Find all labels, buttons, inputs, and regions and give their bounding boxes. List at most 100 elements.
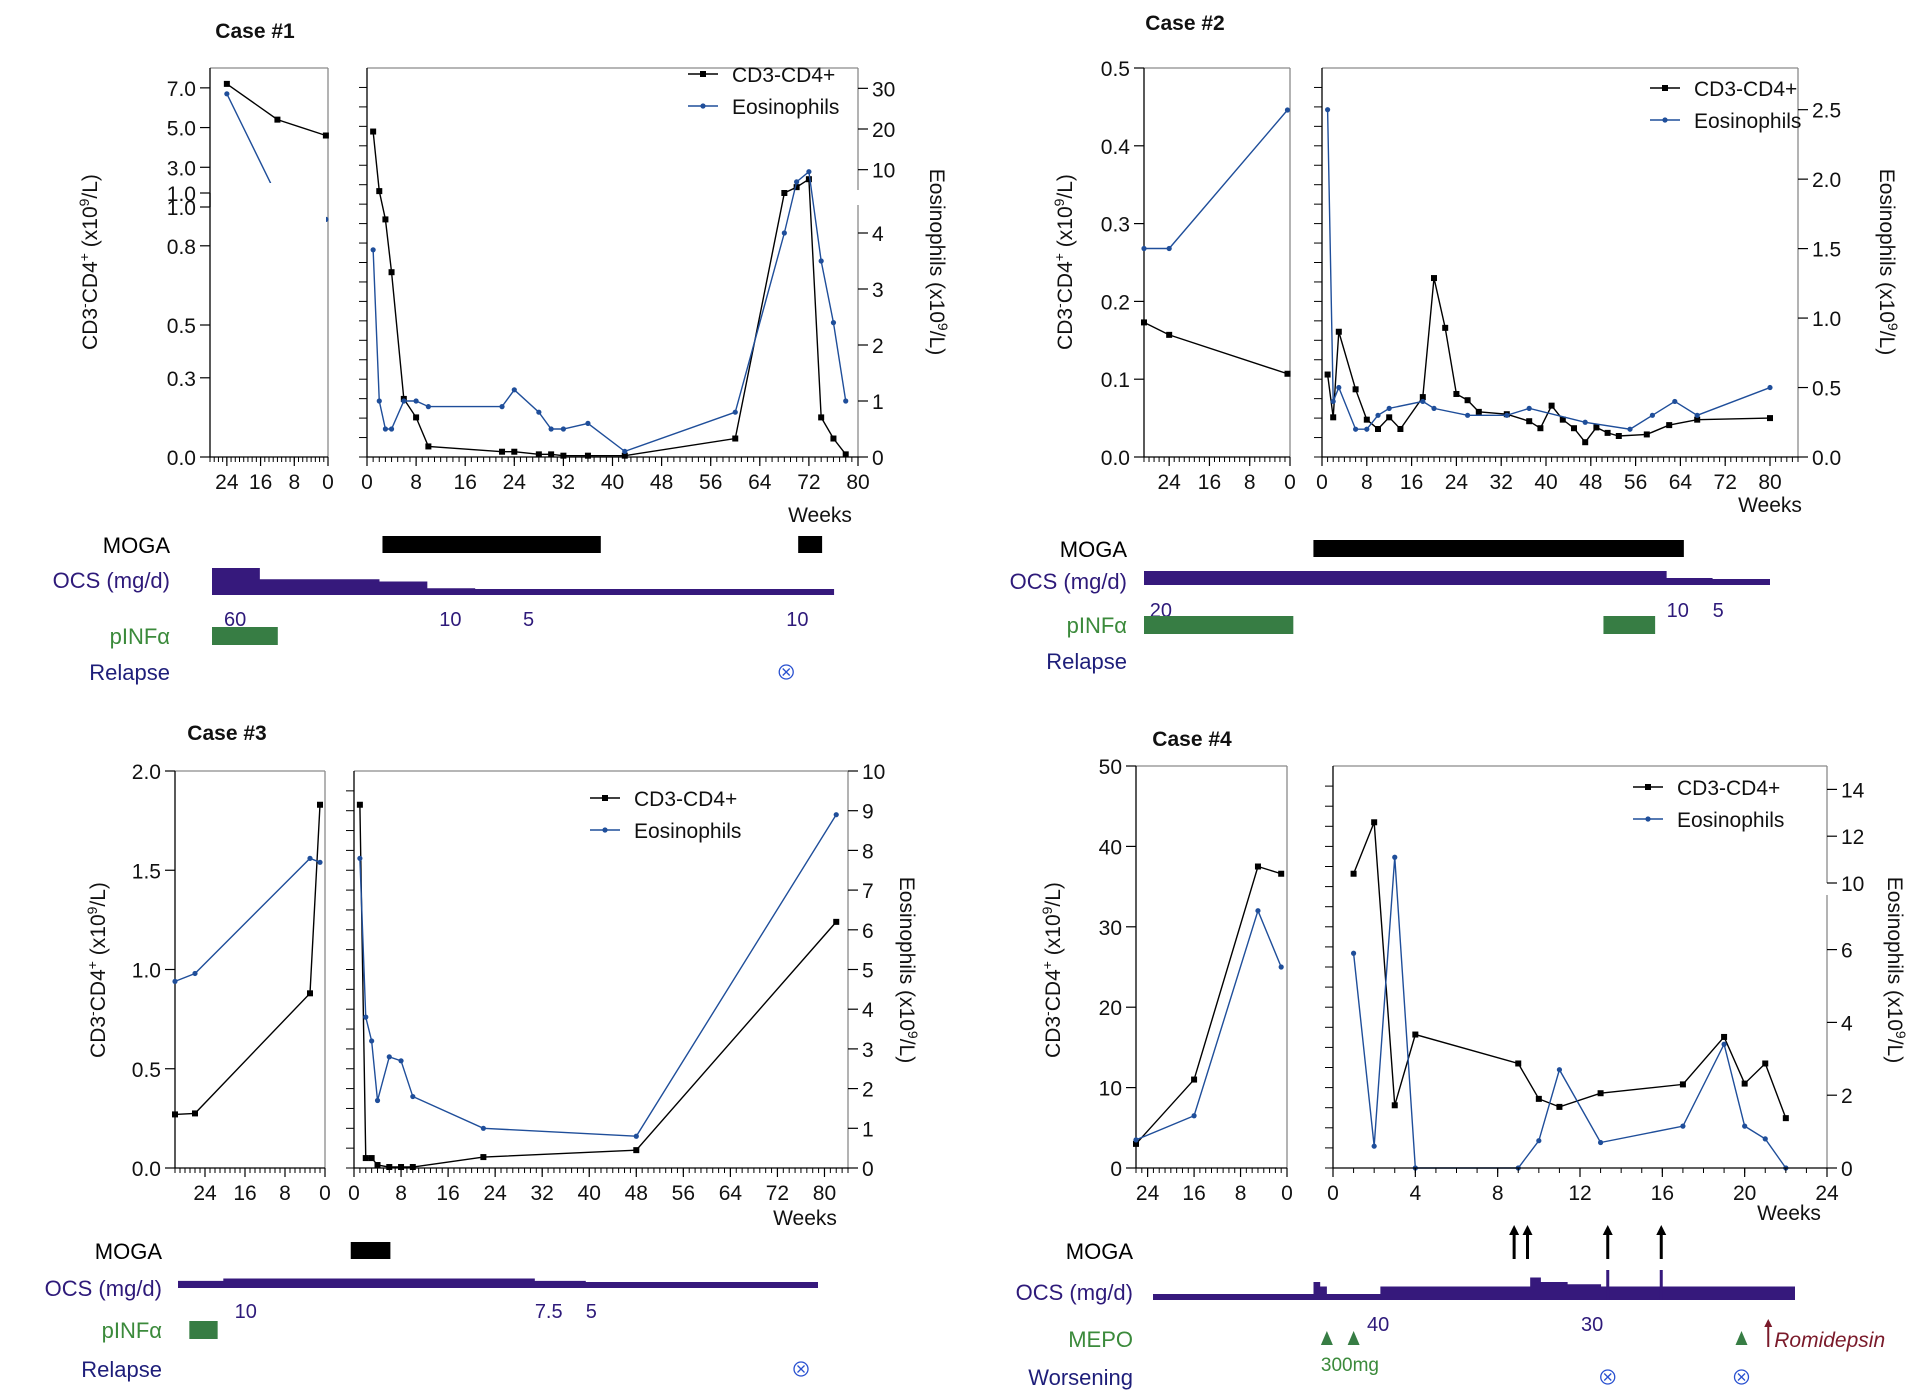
eos-point [1166, 245, 1172, 252]
eos-point [1191, 1113, 1197, 1119]
right-x-axis-tick-label: 56 [699, 471, 722, 494]
eos-point [369, 1038, 375, 1044]
timeline-row-label-1: OCS (mg/d) [45, 1276, 162, 1301]
right-y2-axis-lower-tick-label: 3 [872, 279, 884, 302]
legend-eos-marker [700, 103, 706, 109]
eos-point [1330, 398, 1336, 405]
cd4-point [621, 452, 628, 459]
right-y2-axis-tick-label: 5 [862, 960, 874, 983]
eos-point [1536, 1138, 1542, 1144]
eos-point [732, 409, 738, 415]
right-x-axis-tick-label: 8 [1492, 1182, 1504, 1205]
eos-point [1742, 1123, 1748, 1129]
cd4-point [1330, 414, 1337, 421]
worsening-x-icon [1737, 1373, 1746, 1381]
right-x-axis-tick-label: 24 [503, 471, 527, 494]
right-y2-axis-lower-tick-label: 0 [872, 447, 884, 470]
right-x-axis-tick-label: 0 [1327, 1182, 1339, 1205]
right-y2-axis-upper-tick-label: 10 [1841, 873, 1864, 896]
left-y-axis-tick-label: 0.2 [1101, 291, 1130, 314]
relapse-marker-icon [793, 1361, 809, 1377]
left-x-axis-tick-label: 16 [233, 1182, 256, 1205]
cd4-point [398, 1164, 405, 1171]
right-y2-axis-tick-label: 2.0 [1812, 169, 1841, 192]
ocs-dose-label: 30 [1581, 1314, 1603, 1336]
right-y2-axis-tick-label: 2 [862, 1079, 874, 1102]
eos-point [1762, 1136, 1768, 1142]
timeline-row-label-3: Relapse [81, 1357, 162, 1382]
cd4-point [425, 443, 432, 450]
case-title: Case #1 [215, 20, 295, 43]
timeline-row-label-1: OCS (mg/d) [53, 568, 170, 593]
eos-point [388, 426, 395, 432]
eos-point [357, 855, 363, 861]
cd4-point [1141, 319, 1147, 326]
right-y2-axis-tick-label: 2.5 [1812, 100, 1841, 123]
moga-arrow-head-icon [1509, 1225, 1520, 1235]
eos-point [511, 387, 517, 393]
ocs-dose-label: 5 [1713, 600, 1724, 622]
case-4-panel: Case #4 CD3-CD4+ (x109/L) Eosinophils (x10… [1016, 728, 1907, 1390]
eos-point [317, 859, 323, 865]
eos-point [536, 409, 542, 415]
cd4-point [274, 116, 281, 123]
cd4-point [833, 918, 840, 925]
moga-arrow-head-icon [1602, 1225, 1613, 1235]
case-title: Case #2 [1145, 12, 1224, 35]
eos-line [372, 170, 847, 453]
cd4-point [781, 190, 788, 196]
cd4-point [1535, 1095, 1542, 1102]
eos-point [1386, 405, 1392, 411]
pinf-bar [189, 1321, 218, 1339]
eos-point [398, 1058, 404, 1064]
timeline-row-label-2: pINFα [102, 1318, 163, 1343]
cd4-line [1143, 321, 1288, 375]
right-x-axis-tick-label: 64 [719, 1182, 743, 1205]
eos-point [622, 448, 628, 454]
eos-point [818, 258, 824, 264]
eos-point [1721, 1041, 1727, 1047]
cd4-point [376, 188, 383, 195]
eos-point [1336, 384, 1342, 391]
y2-axis-label: Eosinophils (x109/L) [1875, 169, 1901, 355]
right-x-axis-tick-label: 56 [1624, 471, 1647, 494]
case-title: Case #3 [187, 722, 266, 745]
eos-point [1255, 908, 1261, 914]
left-y-axis-tick-label: 0.0 [132, 1158, 161, 1181]
ocs-dose-label: 5 [586, 1301, 597, 1323]
x-axis-label: Weeks [773, 1207, 837, 1230]
right-x-axis-tick-label: 64 [1669, 471, 1693, 494]
cd4-point [1548, 402, 1555, 409]
cd4-point [1371, 819, 1378, 826]
timeline-row-label-2: MEPO [1068, 1327, 1133, 1352]
case-1-panel: Case #1 CD3-CD4+ (x109/L) Eosinophils (x10… [53, 20, 951, 685]
romidepsin-arrow-head-icon [1764, 1319, 1773, 1327]
cd4-point [1762, 1060, 1769, 1067]
cd4-point [1597, 1090, 1604, 1097]
y2-axis-label: Eosinophils (x109/L) [895, 877, 921, 1063]
left-y-axis-lower-tick-label: 0.5 [167, 315, 196, 338]
legend-cd4-marker [1662, 85, 1668, 91]
left-y-axis-tick-label: 20 [1099, 997, 1122, 1020]
ocs-dose-area [212, 568, 835, 595]
y-axis-label: CD3-CD4+ (x109/L) [1039, 882, 1065, 1058]
left-x-axis-tick-label: 8 [1244, 471, 1256, 494]
eos-point [370, 247, 376, 253]
right-x-axis-tick-label: 40 [601, 471, 624, 494]
eos-point [499, 404, 505, 410]
ocs-dose-area [1144, 571, 1770, 585]
ocs-dose-label: 5 [523, 609, 534, 631]
cd4-point [1475, 408, 1482, 415]
cd4-line [1135, 865, 1282, 1145]
cd4-point [1515, 1060, 1522, 1067]
cd4-point [1254, 863, 1261, 870]
left-y-axis-tick-label: 0.5 [132, 1059, 161, 1082]
right-x-axis-tick-label: 72 [797, 471, 820, 494]
cd4-point [1526, 418, 1533, 425]
right-x-axis-tick-label: 80 [813, 1182, 836, 1205]
cd4-point [1537, 425, 1544, 432]
legend-cd4-label: CD3-CD4+ [732, 64, 835, 87]
eos-point [1353, 426, 1359, 432]
cd4-point [223, 80, 230, 87]
left-x-axis-tick-label: 16 [1198, 471, 1221, 494]
